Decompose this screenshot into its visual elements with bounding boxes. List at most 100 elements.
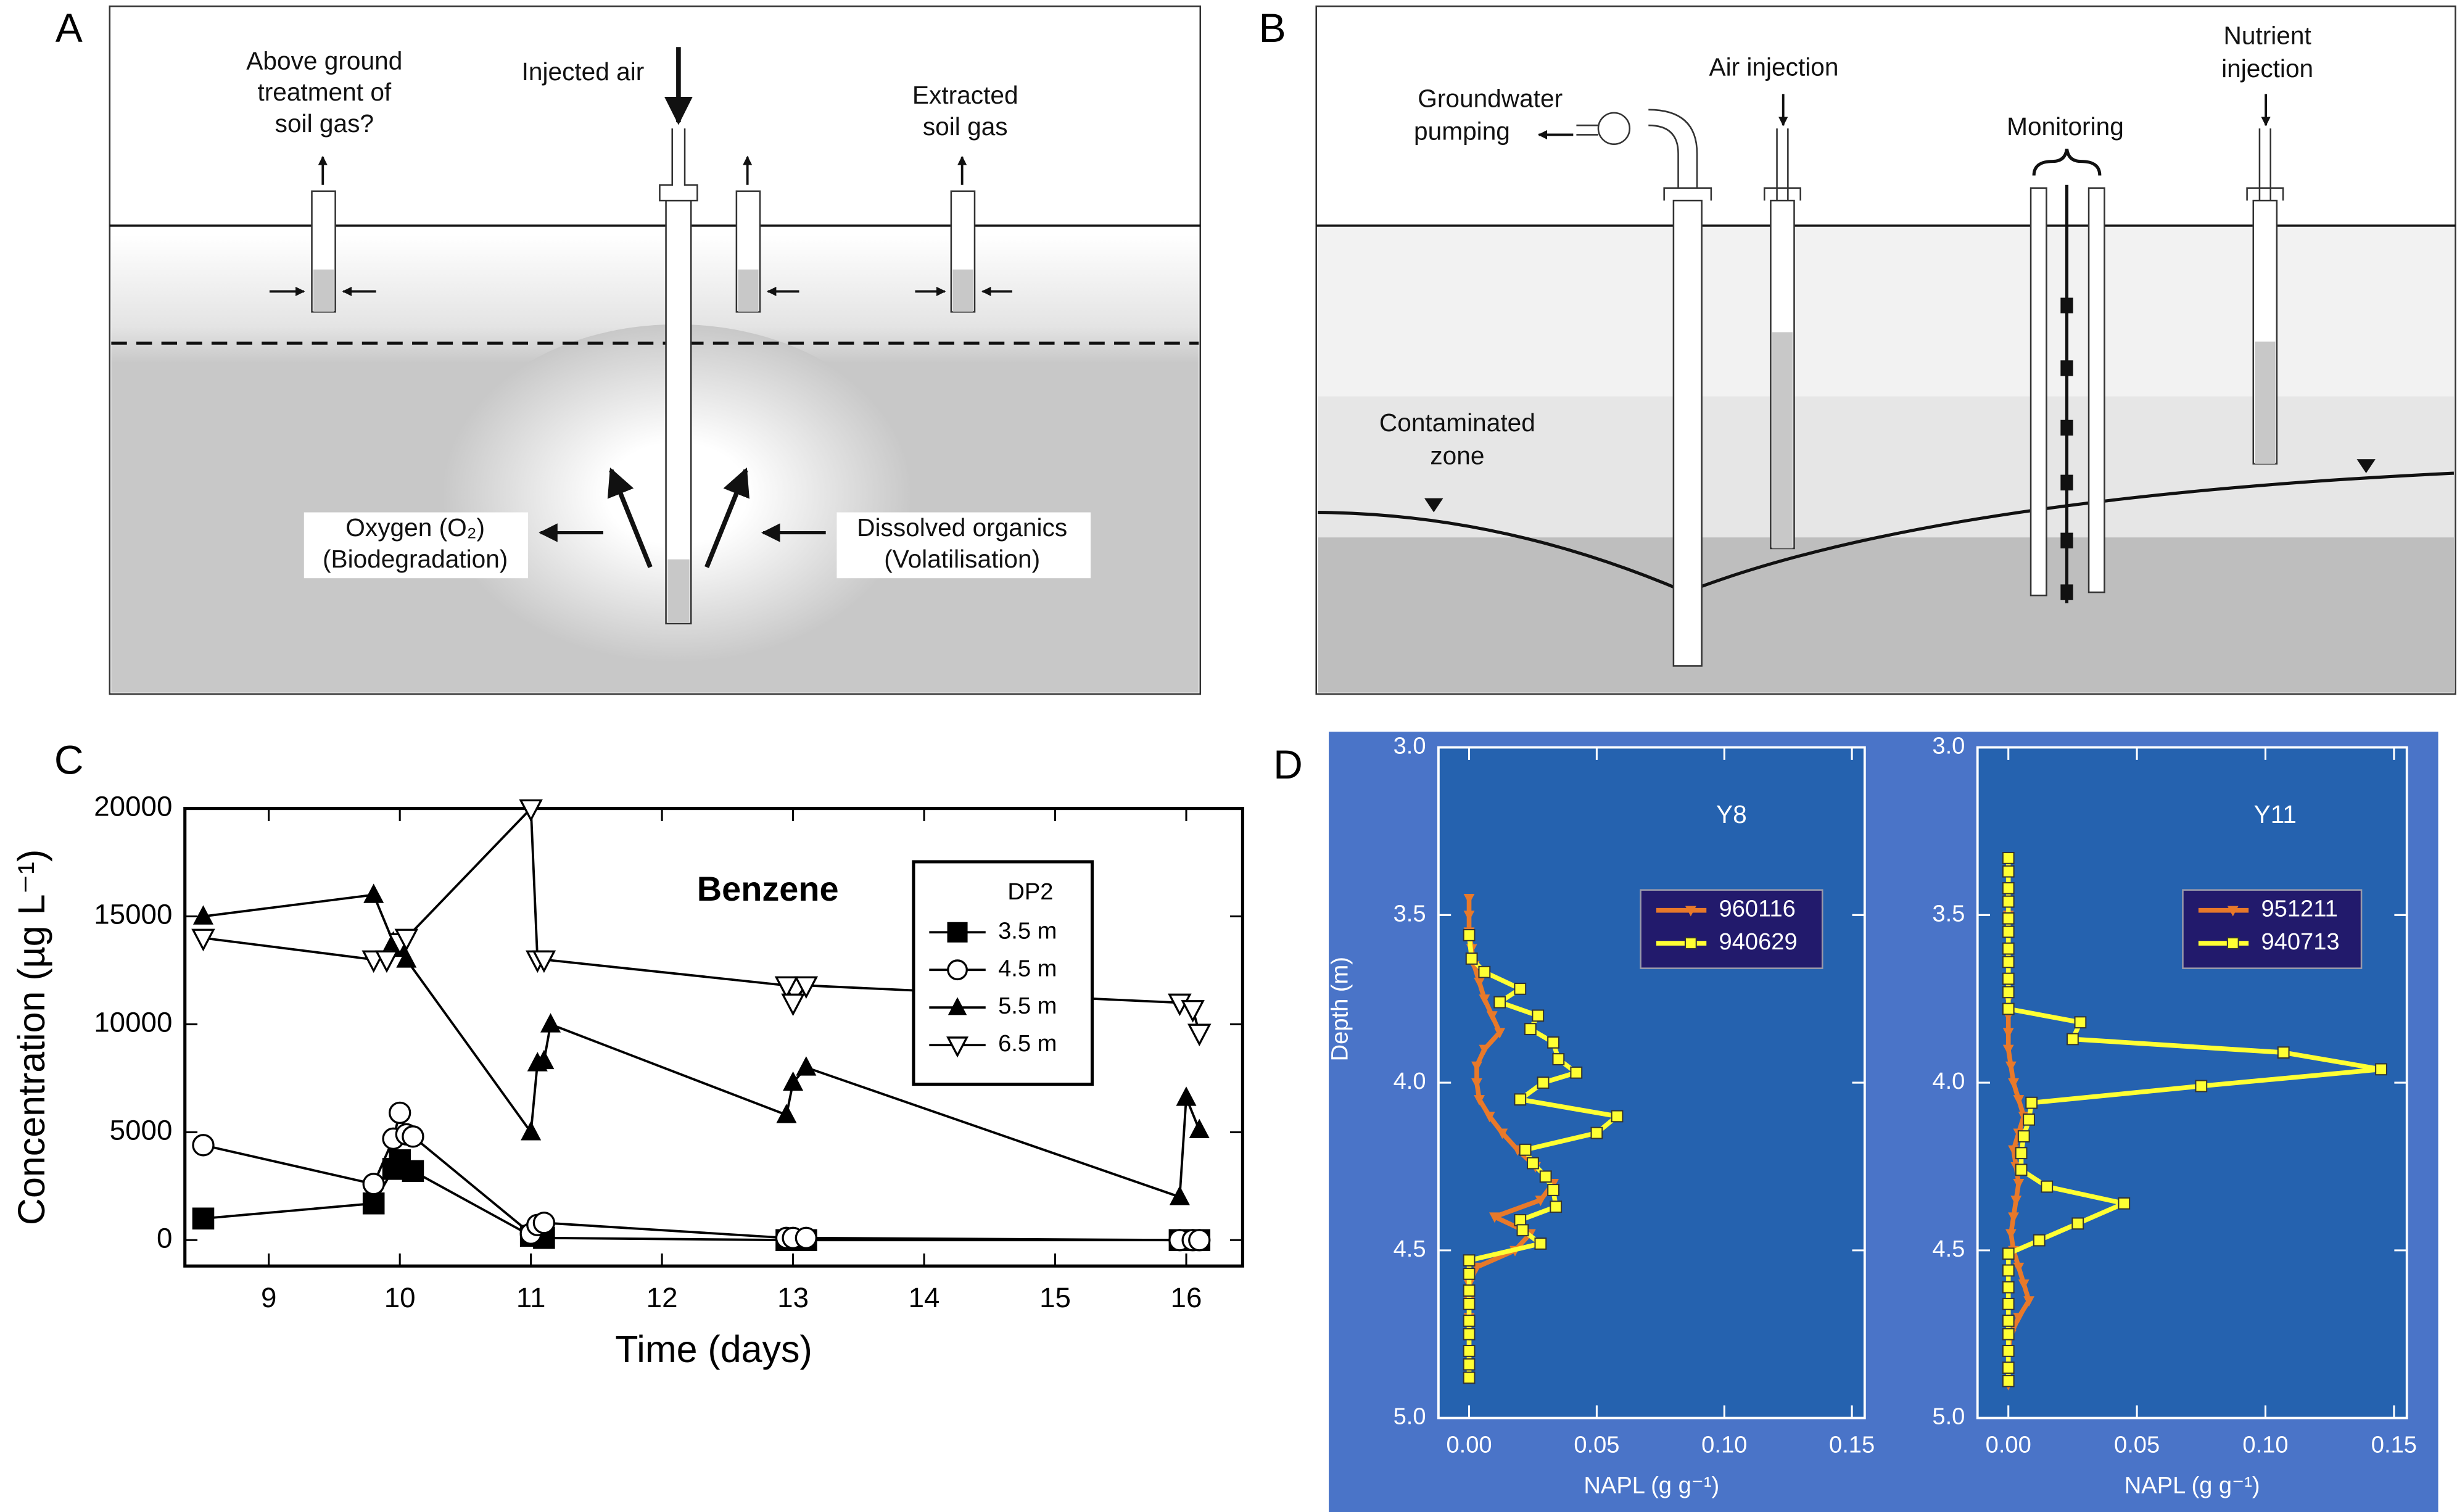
y-axis-label: Depth (m) [1327,957,1353,1061]
marker [402,1125,424,1148]
marker [1519,1143,1532,1156]
panel-label: D [1273,742,1303,787]
x-axis-label: Time (days) [615,1328,812,1370]
marker [1463,1328,1476,1341]
diagram-label: soil gas? [275,109,374,138]
y-axis-label: Concentration (µg L⁻¹) [10,849,52,1225]
marker [2017,1130,2030,1142]
x-tick-label: 11 [516,1282,545,1313]
label-bg [836,512,1091,579]
wells [311,128,976,625]
x-tick-label: 0.10 [2242,1432,2288,1458]
x-tick-label: 10 [384,1282,416,1313]
marker [2005,1229,2017,1240]
marker [1474,1095,1485,1106]
water-table [1318,471,2455,594]
marker [2226,937,2239,949]
marker [2002,1028,2014,1039]
marker [1479,1044,1490,1056]
diagram-label: Oxygen (O₂) [345,513,485,542]
marker [1474,977,1485,988]
marker [2002,1315,2015,1327]
marker [2002,925,2015,938]
marker [2023,1113,2035,1126]
x-tick-label: 0.05 [2114,1432,2160,1458]
chart: 9 10 11 12 13 14 15 16 0 5000 10000 15000 20000 Time … [10,791,1244,1370]
marker [2008,1212,2019,1223]
marker [796,1056,817,1076]
y-tick-label: 3.5 [1394,901,1426,927]
marker [362,1192,385,1215]
x-tick-label: 14 [909,1282,940,1313]
marker [781,993,805,1017]
marker [776,1104,797,1123]
diagram-label: injection [2221,54,2313,83]
x-axis-label: NAPL (g g⁻¹) [2125,1473,2260,1498]
marker [1570,1066,1583,1079]
marker [1181,1000,1205,1023]
marker [1539,1170,1552,1183]
marker [1463,1344,1476,1357]
marker [1465,952,1478,965]
marker [2002,1328,2015,1341]
marker [2375,1063,2387,1076]
label-bg [304,512,529,579]
marker [2041,1180,2054,1193]
marker [1463,894,1475,904]
marker [2002,1281,2015,1294]
marker [1514,982,1527,995]
marker [1516,1224,1529,1237]
marker [1527,1157,1539,1170]
marker [2002,1297,2015,1310]
marker [2015,1147,2028,1160]
marker [1494,1028,1506,1039]
annotation: Y11 [2254,800,2297,828]
marker [2018,1279,2030,1290]
legend-label: 6.5 m [998,1031,1057,1057]
y-tick-label: 10000 [94,1007,172,1038]
diagram-b: Groundwater pumping Air injection Monito… [1315,5,2456,695]
marker [947,959,968,981]
y-tick-label: 3.0 [1932,733,1965,759]
marker [2002,1344,2015,1357]
diagram-a: Above ground treatment of soil gas? Inje… [109,5,1202,695]
marker [1176,1086,1197,1106]
diagram-label: Above ground [246,46,402,75]
marker [1471,1061,1482,1072]
marker [1685,906,1696,917]
y-tick-label: 20000 [94,791,172,822]
marker [795,1226,818,1249]
marker [2002,895,2015,908]
diagram-label: Nutrient [2224,22,2311,50]
marker [2013,1095,2025,1106]
marker [2074,1016,2087,1029]
marker [374,950,399,973]
chart: 0.00 0.05 0.10 0.15 3.0 3.5 4.0 4.5 5.0 NAPL (g g… [1327,733,1875,1499]
marker [2002,1002,2015,1015]
marker [1463,1254,1476,1267]
marker [1552,1053,1565,1065]
marker [2002,972,2015,985]
legend-label: 940629 [1719,929,1798,955]
marker [1547,1036,1559,1049]
x-tick-label: 9 [261,1282,276,1313]
marker [192,1134,215,1157]
y-tick-label: 4.0 [1932,1068,1965,1094]
monitoring-points [2060,297,2073,600]
series-line [2005,857,2384,1381]
brace [2032,148,2102,176]
marker [1489,1212,1500,1223]
marker [1514,1214,1527,1226]
marker [2013,1179,2025,1189]
marker [946,1036,969,1058]
marker [948,997,967,1015]
x-tick-label: 0.15 [1829,1432,1875,1458]
marker [534,1049,555,1070]
marker [1532,1009,1545,1022]
panel-label: A [56,5,83,51]
label-bg [1360,407,1555,474]
marker [1547,1184,1559,1196]
marker [2015,1163,2028,1176]
